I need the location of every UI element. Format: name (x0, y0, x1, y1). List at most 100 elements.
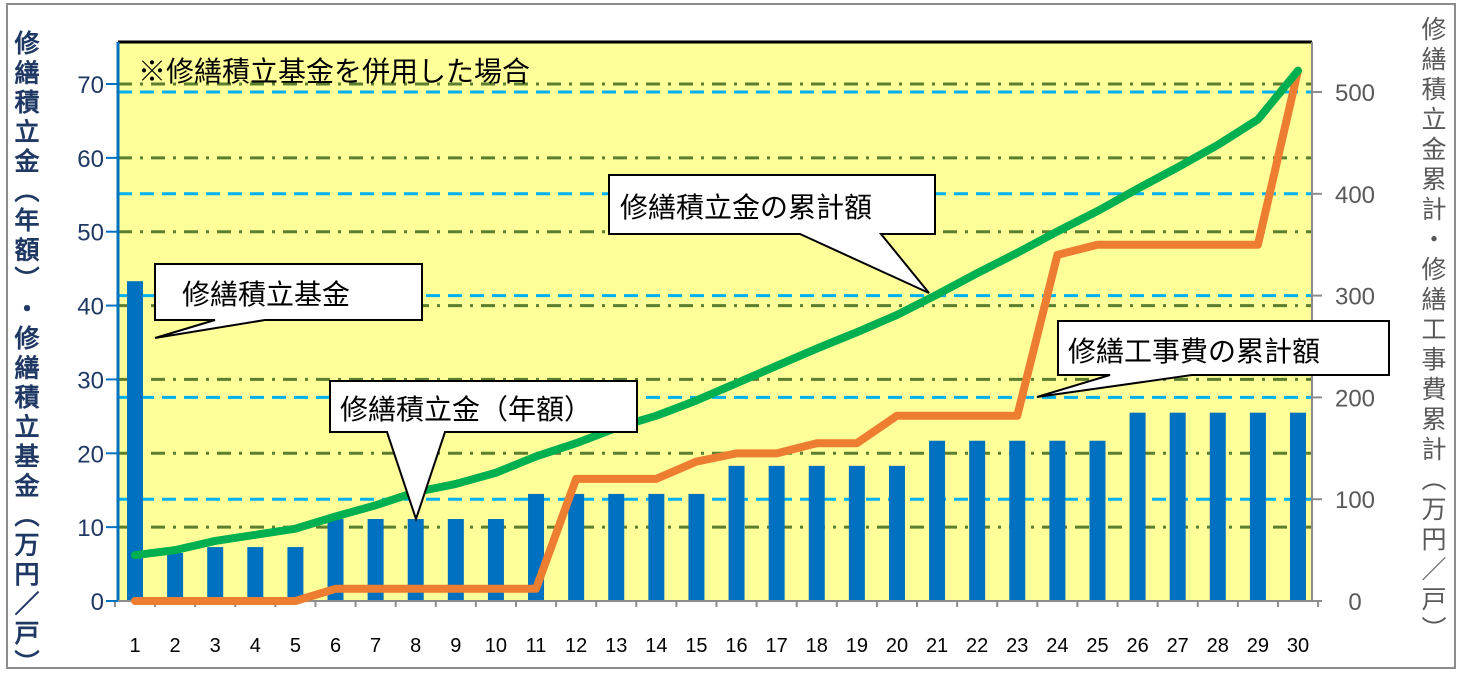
callout-fund-text: 修繕積立基金 (182, 278, 350, 311)
right-axis-title-char: 万 (1421, 496, 1446, 524)
bar-series-annual-reserve (127, 281, 1306, 601)
x-tick-label: 20 (886, 635, 908, 657)
x-tick-label: 10 (485, 635, 507, 657)
right-tick-label: 100 (1335, 487, 1375, 514)
left-axis-title-char: ︶ (14, 649, 39, 675)
bar (247, 547, 264, 601)
x-tick-label: 13 (605, 635, 627, 657)
right-axis-title-char: ・ (1421, 226, 1446, 254)
right-tick-label: 300 (1335, 284, 1375, 311)
left-axis-title-char: ︵ (14, 178, 39, 206)
left-axis-title-char: 額 (14, 236, 39, 265)
left-axis-title-char: 年 (14, 206, 39, 235)
left-axis-title-char: ︵ (14, 502, 39, 530)
bar (648, 493, 665, 601)
callout-annual-text: 修繕積立金（年額） (340, 393, 592, 426)
x-tick-label: 11 (526, 635, 547, 657)
right-axis-title-char: 修 (1421, 16, 1446, 44)
x-tick-label: 28 (1207, 635, 1229, 657)
left-axis-title-char: 金 (13, 472, 40, 501)
bar (808, 465, 825, 601)
x-tick-label: 22 (966, 635, 988, 657)
bar (1249, 412, 1266, 601)
bar (848, 465, 865, 601)
left-axis-title-char: 修 (13, 29, 40, 58)
bar (1290, 412, 1306, 601)
bar (1009, 440, 1026, 601)
right-axis-title-char: ︶ (1421, 616, 1446, 644)
left-tick-label: 0 (91, 589, 104, 616)
bar (888, 465, 905, 601)
right-axis-title-char: 累 (1421, 166, 1446, 194)
right-tick-label: 500 (1335, 80, 1375, 107)
callout-cum-reserve (608, 174, 936, 294)
bar (969, 440, 986, 601)
x-tick-label: 12 (565, 635, 587, 657)
x-tick-label: 14 (645, 635, 667, 657)
callout-fund (154, 263, 423, 339)
x-tick-label: 18 (806, 635, 828, 657)
bar (207, 547, 224, 601)
callouts (154, 174, 1390, 523)
bar (929, 440, 946, 601)
bar (688, 493, 705, 601)
x-tick-label: 30 (1287, 635, 1309, 657)
callout-cum-cost-text: 修繕工事費の累計額 (1068, 335, 1320, 368)
right-axis-title-char: ／ (1421, 556, 1446, 584)
bar (407, 519, 424, 601)
left-axis-title-char: 金 (13, 147, 40, 176)
bar (327, 519, 344, 601)
left-axis-title-char: 繕 (14, 354, 39, 383)
right-axis-title-char: 立 (1421, 106, 1446, 134)
x-tick-label: 21 (926, 635, 948, 657)
right-axis-title-char: 累 (1421, 406, 1446, 434)
x-tick-label: 19 (846, 635, 868, 657)
left-tick-label: 30 (77, 367, 104, 394)
left-tick-label: 20 (77, 441, 104, 468)
right-axis-title-char: 戸 (1421, 586, 1446, 614)
bar (367, 519, 384, 601)
x-tick-label: 7 (370, 635, 381, 657)
bar (1129, 412, 1146, 601)
x-tick-label: 1 (129, 635, 140, 657)
right-tick-label: 200 (1335, 385, 1375, 412)
x-tick-label: 3 (210, 635, 221, 657)
line-cumulative-cost (131, 66, 1302, 605)
bar (608, 493, 625, 601)
left-axis-title: 修繕積立金︵年額︶・修繕積立基金︵万円／戸︶ (13, 29, 40, 675)
left-axis-ticks: 0 10 20 30 40 50 60 70 (77, 72, 118, 616)
x-tick-label: 27 (1167, 635, 1189, 657)
bar (1089, 440, 1106, 601)
x-tick-label: 29 (1247, 635, 1269, 657)
right-axis-title-char: 繕 (1421, 46, 1446, 74)
bar (768, 465, 785, 601)
left-axis-title-char: 基 (14, 443, 39, 471)
bar (1169, 412, 1186, 601)
right-axis-title-char: 積 (1421, 76, 1446, 104)
left-axis-title-char: ・ (14, 296, 39, 324)
bar (1049, 440, 1066, 601)
left-tick-label: 70 (77, 72, 104, 99)
left-axis-title-char: 万 (14, 532, 39, 560)
right-axis-title-char: 工 (1421, 316, 1446, 344)
x-tick-label: 23 (1006, 635, 1028, 657)
x-axis-ticks: 1 2 3 4 5 6 7 8 9 10 11 12 13 14 15 16 17 18 19 20 21 22 23 24 2… (113, 601, 1320, 657)
bar (167, 552, 184, 601)
x-tick-label: 4 (250, 635, 261, 657)
x-tick-label: 8 (410, 635, 421, 657)
x-tick-label: 2 (170, 635, 181, 657)
right-axis-title-char: 修 (1421, 256, 1446, 284)
line-series (131, 66, 1302, 605)
bar (568, 493, 585, 601)
x-tick-label: 17 (766, 635, 788, 657)
left-axis-title-char: 立 (14, 413, 39, 442)
left-axis-title-char: ／ (14, 591, 39, 619)
right-axis-ticks: 0 100 200 300 400 500 (1312, 80, 1375, 616)
x-tick-label: 6 (330, 635, 341, 657)
x-tick-label: 5 (290, 635, 301, 657)
right-axis-title-char: 計 (1421, 196, 1446, 224)
right-axis-title-char: 費 (1421, 376, 1446, 404)
right-axis-title-char: 円 (1421, 526, 1446, 554)
